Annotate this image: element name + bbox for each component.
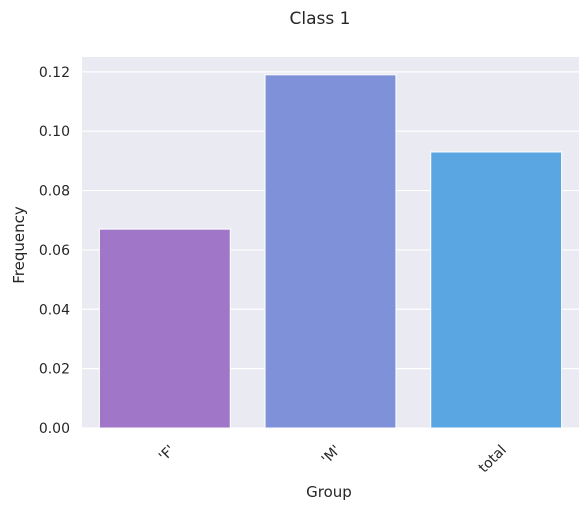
y-tick-label: 0.04: [39, 302, 70, 318]
y-axis-label: Frequency: [10, 206, 28, 284]
x-tick-labels: 'F' 'M' total: [156, 442, 510, 476]
bars: [98, 74, 563, 429]
bar: [264, 74, 397, 429]
x-axis-label: Group: [306, 483, 352, 501]
chart-title: Class 1: [290, 9, 351, 29]
bar: [98, 228, 231, 429]
y-tick-label: 0.08: [39, 184, 70, 200]
y-tick-label: 0.12: [39, 65, 70, 81]
x-tick-label: 'M': [319, 442, 344, 467]
y-tick-label: 0.06: [39, 243, 70, 259]
y-tick-label: 0.00: [39, 421, 70, 437]
x-tick-label: total: [476, 442, 510, 476]
x-tick-label: 'F': [156, 442, 178, 464]
y-tick-label: 0.10: [39, 124, 70, 140]
bar: [430, 151, 563, 429]
y-tick-labels: 0.00 0.02 0.04 0.06 0.08 0.10 0.12: [39, 65, 70, 437]
y-tick-label: 0.02: [39, 362, 70, 378]
